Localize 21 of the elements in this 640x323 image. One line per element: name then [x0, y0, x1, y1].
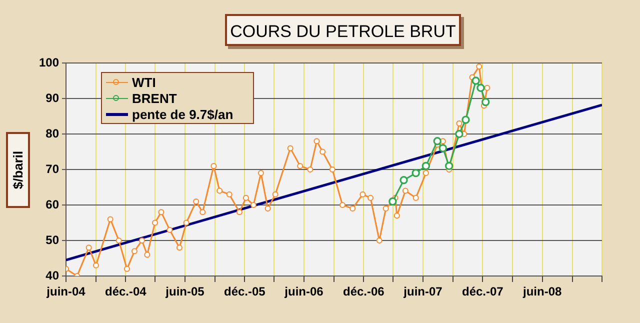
x-tick-label: juin-06 [284, 284, 324, 299]
x-tick-label: juin-08 [522, 284, 562, 299]
x-tick-label: juin-04 [46, 284, 86, 299]
legend-label: pente de 9.7$/an [132, 106, 234, 122]
x-tick-label: juin-05 [164, 284, 205, 299]
y-tick-label: 80 [46, 126, 60, 140]
y-tick-label: 100 [38, 55, 60, 70]
x-tick-label: déc.-05 [224, 284, 266, 299]
chart-title: COURS DU PETROLE BRUT [225, 14, 461, 46]
y-tick-label: 40 [46, 268, 60, 282]
x-tick-label: déc.-07 [462, 284, 504, 299]
x-tick-label: déc.-04 [104, 284, 147, 299]
y-tick-label: 90 [46, 90, 60, 105]
x-tick-label: juin-07 [402, 284, 443, 299]
y-tick-label: 50 [46, 232, 60, 247]
x-tick-label: déc.-06 [342, 284, 385, 299]
y-tick-label: 70 [46, 162, 60, 176]
y-tick-label: 60 [46, 197, 60, 212]
legend-label: BRENT [132, 90, 177, 106]
y-axis-title: $/baril [10, 150, 26, 190]
legend-label: WTI [132, 74, 156, 90]
